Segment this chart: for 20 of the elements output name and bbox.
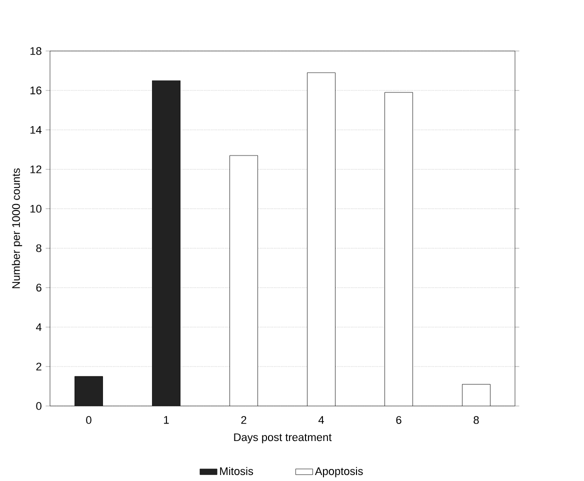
y-tick-label: 8 bbox=[36, 244, 42, 252]
legend-label: Mitosis bbox=[220, 466, 254, 476]
y-tick-label: 0 bbox=[36, 402, 42, 410]
y-tick-label: 18 bbox=[30, 47, 42, 55]
y-tick-label: 4 bbox=[36, 323, 42, 331]
y-tick-label: 10 bbox=[30, 204, 42, 213]
y-tick-label: 14 bbox=[30, 126, 42, 134]
y-axis-title: Number per 1000 counts bbox=[12, 168, 22, 288]
y-tick-label: 16 bbox=[30, 86, 42, 94]
x-tick-label: 6 bbox=[396, 416, 402, 424]
x-tick-label: 8 bbox=[474, 416, 479, 424]
x-tick-label: 0 bbox=[86, 416, 92, 424]
x-tick-label: 1 bbox=[164, 416, 169, 424]
legend-label: Apoptosis bbox=[314, 466, 363, 478]
x-tick-label: 4 bbox=[318, 416, 324, 424]
y-tick-label: 2 bbox=[36, 362, 42, 370]
y-tick-label: 12 bbox=[30, 165, 42, 174]
x-axis-title: Days post treatment bbox=[234, 433, 332, 444]
x-tick-label: 2 bbox=[241, 416, 246, 424]
y-tick-label: 6 bbox=[36, 284, 42, 292]
